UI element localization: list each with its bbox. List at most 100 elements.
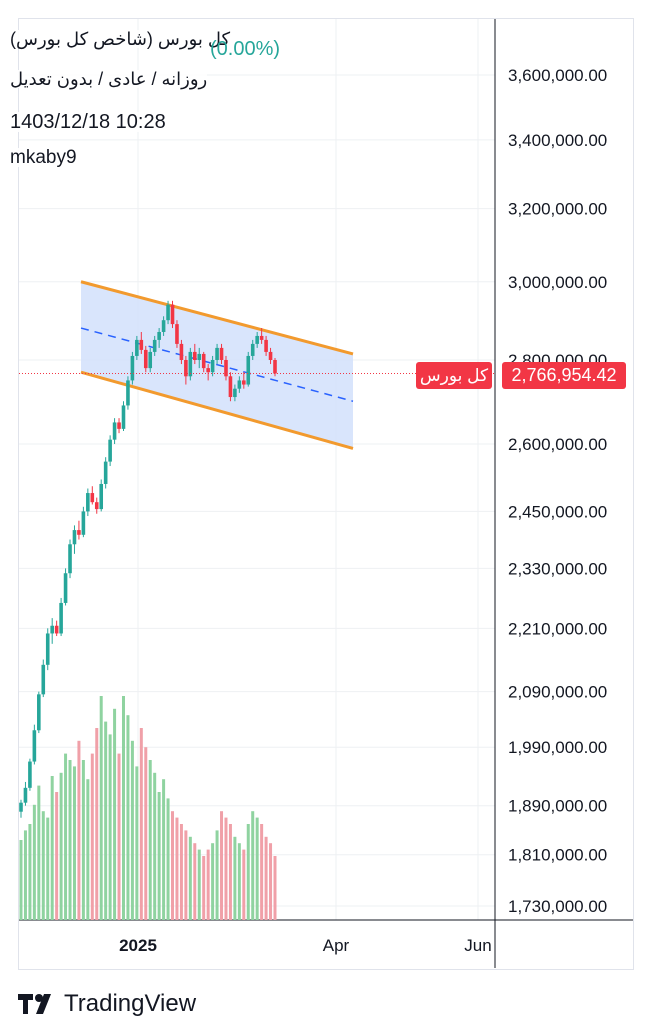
- tradingview-brand: TradingView: [64, 990, 197, 1017]
- candle-body: [37, 694, 41, 731]
- volume-bar: [135, 766, 139, 920]
- candle-body: [224, 359, 228, 377]
- volume-bar: [166, 798, 170, 920]
- candle-body: [139, 339, 144, 350]
- volume-bar: [139, 728, 143, 920]
- volume-bar: [113, 708, 117, 920]
- y-tick-label: 2,330,000.00: [508, 559, 607, 578]
- x-tick-label: 2025: [119, 936, 157, 955]
- volume-bar: [41, 811, 45, 920]
- volume-bar: [179, 824, 183, 920]
- candle-body: [126, 380, 130, 406]
- volume-bar: [108, 734, 112, 920]
- volume-bar: [99, 696, 103, 920]
- candle-body: [157, 331, 161, 340]
- candle-body: [45, 633, 50, 665]
- volume-bar: [68, 760, 72, 920]
- candle-body: [161, 320, 166, 332]
- x-tick-label: Apr: [323, 936, 350, 955]
- candle-body: [273, 359, 277, 374]
- candle-body: [259, 335, 264, 340]
- candle-body: [184, 359, 188, 377]
- candle-body: [264, 339, 268, 352]
- last-price-tag: 2,766,954.42: [502, 362, 626, 389]
- symbol-price-tag: کل بورس: [416, 362, 492, 389]
- candle-body: [215, 347, 219, 360]
- volume-bar: [144, 747, 148, 920]
- y-tick-label: 1,730,000.00: [508, 897, 607, 916]
- volume-bar: [233, 836, 237, 920]
- candle-body: [54, 625, 59, 634]
- y-tick-label: 3,200,000.00: [508, 200, 607, 219]
- channel-midline: [80, 327, 354, 402]
- candle-body: [23, 787, 28, 803]
- candle-body: [201, 353, 206, 369]
- chart-subtitle: روزانه / عادی / بدون تعدیل: [10, 69, 208, 89]
- candle-body: [166, 304, 170, 321]
- candle-body: [152, 339, 157, 352]
- volume-bar: [157, 792, 161, 920]
- volume-bar: [273, 856, 277, 920]
- volume-bar: [188, 836, 192, 920]
- y-tick-label: 1,810,000.00: [508, 846, 607, 865]
- y-tick-label: 1,890,000.00: [508, 797, 607, 816]
- candle-body: [255, 335, 259, 344]
- candle-body: [206, 368, 210, 373]
- candle-body: [90, 493, 95, 503]
- volume-bar: [242, 849, 246, 920]
- volume-bar: [220, 811, 224, 920]
- volume-bar: [162, 779, 166, 920]
- candle-body: [77, 530, 81, 535]
- volume-bar: [153, 772, 157, 920]
- candle-body: [210, 359, 215, 373]
- volume-bar: [193, 843, 197, 920]
- author-username: mkaby9: [10, 147, 77, 168]
- volume-bar: [23, 830, 27, 920]
- candle-body: [188, 351, 193, 377]
- volume-bar: [72, 766, 76, 920]
- candle-body: [19, 802, 23, 812]
- y-tick-label: 2,600,000.00: [508, 435, 607, 454]
- volume-bar: [64, 753, 68, 920]
- candle-body: [117, 422, 121, 429]
- candle-body: [175, 324, 179, 344]
- candle-body: [135, 339, 139, 356]
- volume-bar: [184, 830, 188, 920]
- candle-body: [143, 349, 148, 369]
- price-change: (0.00%): [210, 38, 281, 60]
- volume-bar: [260, 824, 264, 920]
- volume-bar: [202, 856, 206, 920]
- candle-body: [86, 493, 90, 512]
- volume-bar: [171, 811, 175, 920]
- footer[interactable]: TradingView: [18, 988, 196, 1020]
- x-tick-label: Jun: [464, 936, 491, 955]
- volume-bar: [32, 804, 36, 920]
- candle-body: [103, 461, 108, 484]
- candle-body: [197, 353, 202, 360]
- volume-bar: [86, 779, 90, 920]
- candle-body: [68, 544, 72, 574]
- candle-body: [250, 343, 255, 356]
- candle-body: [148, 351, 153, 369]
- candle-body: [219, 347, 224, 360]
- candle-body: [242, 380, 246, 385]
- volume-bar: [215, 830, 219, 920]
- volume-bar: [211, 843, 215, 920]
- candle-body: [170, 304, 175, 325]
- candle-body: [63, 573, 68, 603]
- volume-bar: [228, 824, 232, 920]
- volume-bar: [81, 760, 85, 920]
- candle-body: [59, 602, 63, 634]
- volume-bar: [130, 740, 134, 920]
- candle-body: [112, 422, 117, 440]
- chart-datetime: 1403/12/18 10:28: [10, 111, 166, 133]
- candle-body: [81, 511, 86, 535]
- y-tick-label: 3,400,000.00: [508, 131, 607, 150]
- candle-body: [268, 351, 273, 360]
- chart-frame: [18, 18, 634, 970]
- volume-bar: [206, 849, 210, 920]
- candle-body: [121, 405, 126, 429]
- y-tick-label: 2,090,000.00: [508, 683, 607, 702]
- tradingview-logo-icon: [18, 994, 51, 1014]
